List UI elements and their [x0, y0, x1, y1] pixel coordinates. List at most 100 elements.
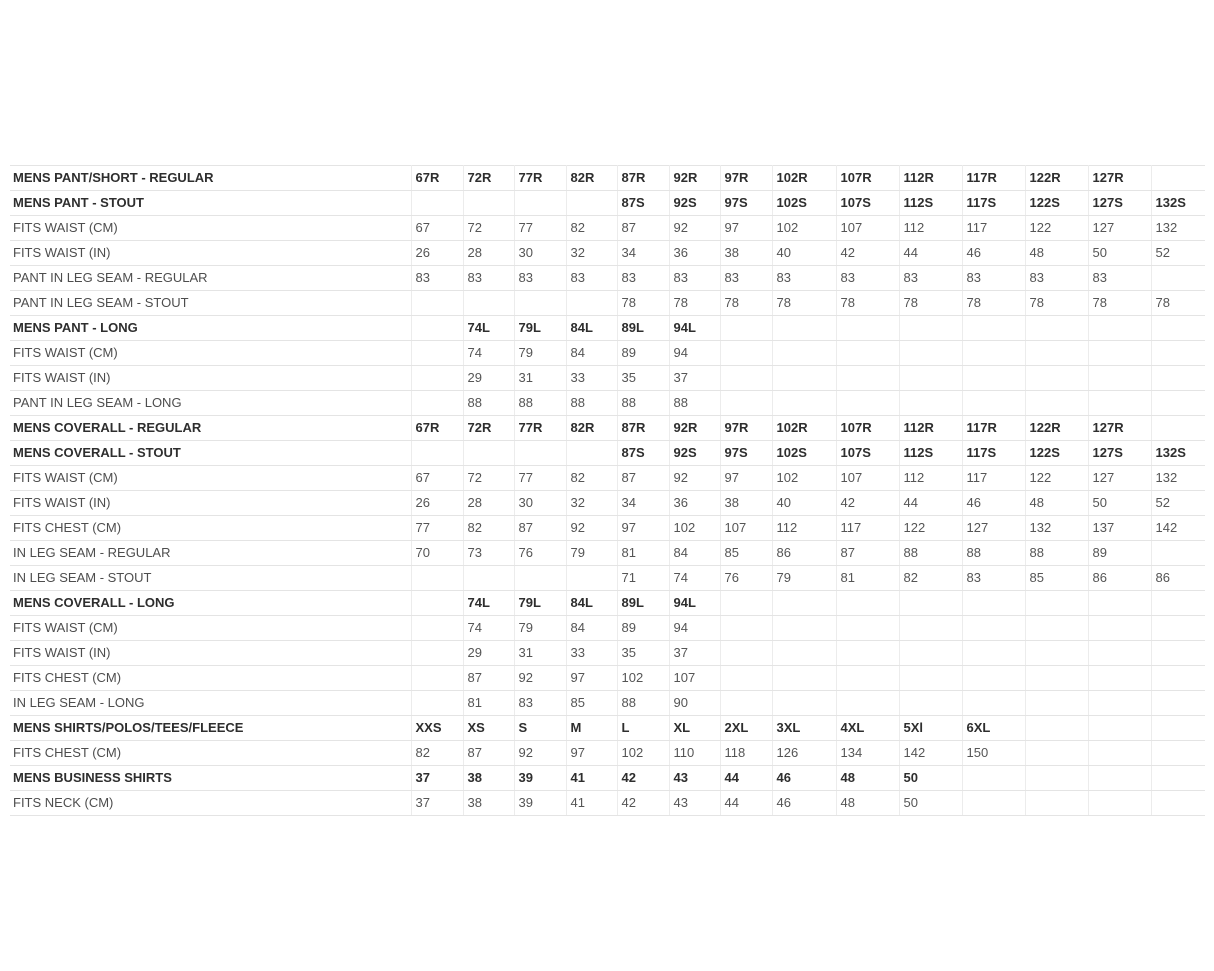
table-row: PANT IN LEG SEAM - REGULAR 83 83 83 83 83 83 83…	[10, 265, 1205, 291]
size-cell: 102	[771, 215, 836, 241]
size-cell: 107R	[835, 415, 899, 441]
size-cell: 137	[1087, 515, 1151, 541]
size-cell: 112R	[898, 165, 962, 191]
size-cell	[898, 365, 962, 391]
size-cell: 77	[513, 215, 566, 241]
size-cell: 127R	[1087, 165, 1151, 191]
size-cell: 142	[1150, 515, 1205, 541]
size-cell	[1150, 790, 1205, 816]
row-label: IN LEG SEAM - LONG	[10, 690, 411, 716]
size-cell: 92	[513, 665, 566, 691]
size-cell: 88	[1024, 540, 1088, 566]
size-cell	[961, 340, 1025, 366]
size-cell: 83	[616, 265, 669, 291]
mens-size-chart-table: MENS PANT/SHORT - REGULAR 67R 72R 77R 82R 87R…	[10, 165, 1205, 816]
size-cell	[1087, 790, 1151, 816]
size-cell: 97R	[719, 415, 772, 441]
size-cell: 132S	[1150, 190, 1205, 216]
size-cell	[961, 390, 1025, 416]
table-row: FITS WAIST (CM) 74 79 84 89 94	[10, 340, 1205, 366]
size-cell: 79	[513, 615, 566, 641]
row-label: MENS COVERALL - LONG	[10, 590, 411, 616]
size-cell: 97	[719, 465, 772, 491]
size-cell	[719, 615, 772, 641]
size-cell	[1087, 615, 1151, 641]
size-cell	[410, 640, 463, 666]
size-cell	[410, 290, 463, 316]
size-cell	[1024, 315, 1088, 341]
size-cell	[961, 640, 1025, 666]
table-row: IN LEG SEAM - REGULAR 70 73 76 79 81 84 85 86 87 8…	[10, 540, 1205, 566]
size-cell	[898, 390, 962, 416]
row-label: MENS PANT/SHORT - REGULAR	[10, 165, 411, 191]
row-label: FITS WAIST (IN)	[10, 490, 411, 516]
size-cell: 44	[719, 765, 772, 791]
size-cell: 50	[898, 790, 962, 816]
size-cell: 127R	[1087, 415, 1151, 441]
row-label: MENS BUSINESS SHIRTS	[10, 765, 411, 791]
size-cell: 107S	[835, 440, 899, 466]
size-cell: 132S	[1150, 440, 1205, 466]
size-cell: 32	[565, 490, 617, 516]
size-cell	[719, 390, 772, 416]
size-cell	[898, 340, 962, 366]
table-row: FITS WAIST (CM) 67 72 77 82 87 92 97 102 107 112 11…	[10, 215, 1205, 241]
size-cell: 37	[410, 765, 463, 791]
size-cell: 46	[771, 790, 836, 816]
size-cell: 82	[410, 740, 463, 766]
row-label: MENS PANT - LONG	[10, 315, 411, 341]
table-row: FITS WAIST (IN) 29 31 33 35 37	[10, 640, 1205, 666]
size-cell	[835, 615, 899, 641]
size-cell: 102R	[771, 165, 836, 191]
size-cell	[771, 640, 836, 666]
size-cell	[898, 315, 962, 341]
size-cell	[835, 340, 899, 366]
table-row: IN LEG SEAM - LONG 81 83 85 88 90	[10, 690, 1205, 716]
size-cell	[1150, 540, 1205, 566]
size-cell: 38	[462, 765, 514, 791]
size-cell: 112S	[898, 440, 962, 466]
size-cell	[410, 190, 463, 216]
size-cell	[410, 365, 463, 391]
size-cell: 35	[616, 365, 669, 391]
size-cell: 67	[410, 215, 463, 241]
size-cell	[961, 315, 1025, 341]
size-cell: 88	[513, 390, 566, 416]
size-cell: 67R	[410, 165, 463, 191]
size-cell	[1024, 340, 1088, 366]
table-row: FITS WAIST (CM) 67 72 77 82 87 92 97 102 107 112 11…	[10, 465, 1205, 491]
size-cell: 30	[513, 490, 566, 516]
size-cell	[961, 365, 1025, 391]
size-cell: 79	[565, 540, 617, 566]
size-cell: 28	[462, 490, 514, 516]
size-cell: 48	[1024, 240, 1088, 266]
size-cell: 78	[1087, 290, 1151, 316]
row-label: FITS WAIST (IN)	[10, 640, 411, 666]
size-cell: 92	[513, 740, 566, 766]
size-cell: XL	[668, 715, 720, 741]
size-cell: 29	[462, 640, 514, 666]
size-cell	[1150, 165, 1205, 191]
size-cell: 102	[668, 515, 720, 541]
size-cell: 39	[513, 790, 566, 816]
size-cell: 26	[410, 490, 463, 516]
row-label: PANT IN LEG SEAM - REGULAR	[10, 265, 411, 291]
size-cell: 30	[513, 240, 566, 266]
size-cell: 79L	[513, 315, 566, 341]
size-cell: 46	[961, 240, 1025, 266]
size-cell	[462, 290, 514, 316]
row-label: FITS CHEST (CM)	[10, 665, 411, 691]
size-cell	[1150, 415, 1205, 441]
size-cell: 94L	[668, 315, 720, 341]
size-cell	[565, 190, 617, 216]
size-cell	[1150, 590, 1205, 616]
size-cell: 4XL	[835, 715, 899, 741]
size-cell: 38	[462, 790, 514, 816]
size-cell: 87R	[616, 415, 669, 441]
size-cell: 142	[898, 740, 962, 766]
size-cell: 5Xl	[898, 715, 962, 741]
size-cell: 102	[616, 740, 669, 766]
size-cell: 92R	[668, 165, 720, 191]
size-cell: 72	[462, 215, 514, 241]
